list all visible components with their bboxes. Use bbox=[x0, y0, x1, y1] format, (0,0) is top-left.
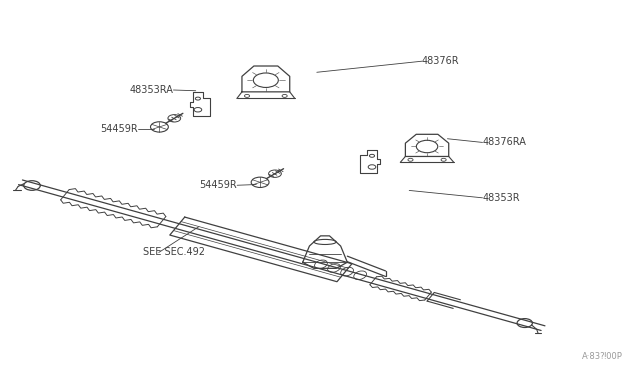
Text: 54459R: 54459R bbox=[200, 180, 237, 190]
Text: SEE SEC.492: SEE SEC.492 bbox=[143, 247, 205, 257]
Text: 48376R: 48376R bbox=[422, 56, 460, 66]
Text: 48353RA: 48353RA bbox=[129, 85, 173, 95]
Text: A·83⁈00P: A·83⁈00P bbox=[582, 352, 623, 361]
Text: 54459R: 54459R bbox=[100, 124, 138, 134]
Text: 48353R: 48353R bbox=[483, 193, 520, 203]
Text: 48376RA: 48376RA bbox=[483, 137, 526, 147]
